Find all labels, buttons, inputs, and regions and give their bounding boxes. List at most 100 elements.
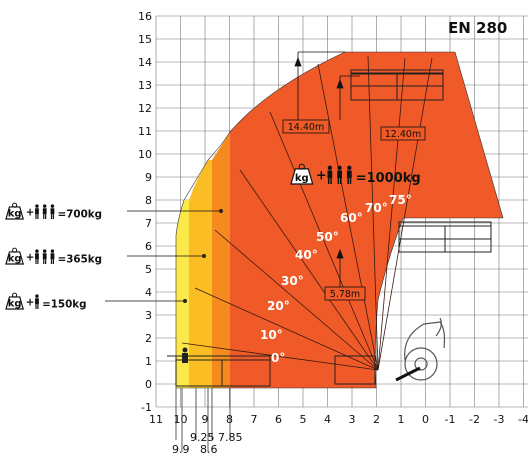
- weight-label: kg: [295, 173, 309, 184]
- y-tick-label: 11: [138, 125, 152, 138]
- weight-label: kg: [8, 298, 22, 309]
- person-icon: [42, 204, 47, 219]
- outreach-label: 8.6: [200, 443, 218, 456]
- dimension-label: 5.78m: [330, 289, 360, 300]
- dimension-box: [380, 126, 426, 141]
- weight-handle: [12, 202, 18, 208]
- x-tick-label: 8: [226, 413, 233, 426]
- load-capacity-label: =365kg: [58, 253, 102, 265]
- load-capacity-label: =150kg: [42, 298, 86, 310]
- load-item: kg + =365kg: [5, 247, 102, 265]
- y-tick-label: 5: [145, 263, 152, 276]
- load-capacity-label: =1000kg: [356, 171, 421, 186]
- x-tick-label: -1: [445, 413, 456, 426]
- angle-label: 60°: [340, 211, 363, 225]
- y-tick-label: 12: [138, 102, 152, 115]
- dimension-label: 12.40m: [385, 129, 421, 140]
- y-tick-label: 2: [145, 332, 152, 345]
- plus-sign: +: [316, 169, 327, 184]
- weight-handle: [12, 247, 18, 253]
- y-tick-label: 1: [145, 355, 152, 368]
- angle-labels: 0° 10° 20° 30° 40° 50°60°70°75°: [260, 193, 412, 365]
- x-tick-label: 5: [300, 413, 307, 426]
- dimension-label: 14.40m: [288, 122, 324, 133]
- zone-700kg: [212, 132, 230, 388]
- weight-icon: [5, 206, 24, 220]
- person-icon: [35, 294, 39, 309]
- x-tick-label: 10: [174, 413, 188, 426]
- x-tick-label: -4: [518, 413, 528, 426]
- weight-label: kg: [8, 208, 22, 219]
- person-icon: [50, 204, 55, 219]
- outreach-label: 9.9: [172, 443, 190, 456]
- person-figure: [167, 347, 188, 363]
- angle-label: 70°: [365, 201, 388, 215]
- x-tick-label: 0: [422, 413, 429, 426]
- zone-150kg: [176, 200, 189, 388]
- y-tick-label: 8: [145, 194, 152, 207]
- load-legend: kg + =1000kg kg + =700kg kg + =365kg kg + =150kg: [5, 163, 421, 310]
- load-leaders: [105, 210, 219, 302]
- angle-label: 10°: [260, 328, 283, 342]
- x-tick-label: 11: [149, 413, 163, 426]
- person-icon: [35, 249, 39, 264]
- envelope-outline: [175, 51, 504, 389]
- angle-label: 20°: [267, 299, 290, 313]
- basket-ground: [175, 355, 376, 387]
- angle-label: 40°: [295, 248, 318, 262]
- x-tick-label: -2: [469, 413, 480, 426]
- weight-icon: [5, 251, 24, 265]
- y-tick-label: 16: [138, 10, 152, 23]
- person-icon: [346, 165, 352, 184]
- y-tick-label: 7: [145, 217, 152, 230]
- basket-top: [350, 69, 444, 101]
- weight-icon: [5, 296, 24, 310]
- x-tick-label: 4: [324, 413, 331, 426]
- x-tick-label: 7: [251, 413, 258, 426]
- angle-label: 75°: [389, 193, 412, 207]
- weight-handle: [298, 163, 305, 170]
- weight-handle: [12, 292, 18, 298]
- angle-label: 0°: [271, 351, 285, 365]
- model-label: EN 280: [448, 19, 507, 37]
- y-tick-label: -1: [141, 401, 152, 414]
- load-item: kg + =1000kg: [290, 163, 421, 186]
- outreach-label: 7.85: [218, 431, 243, 444]
- y-tick-label: 15: [138, 33, 152, 46]
- x-tick-label: 6: [275, 413, 282, 426]
- dimension-markers: [294, 51, 360, 290]
- x-tick-label: 9: [202, 413, 209, 426]
- person-icon: [337, 165, 342, 184]
- weight-label: kg: [8, 253, 22, 264]
- person-icon: [327, 165, 333, 184]
- load-item: kg + =150kg: [5, 292, 87, 310]
- x-tick-label: 3: [349, 413, 356, 426]
- plus-sign: +: [26, 207, 35, 219]
- basket-mid: [398, 221, 492, 253]
- zone-1000kg: [230, 52, 503, 388]
- angle-label: 50°: [316, 230, 339, 244]
- plus-sign: +: [26, 297, 35, 309]
- x-tick-label: 1: [398, 413, 405, 426]
- y-tick-label: 9: [145, 171, 152, 184]
- zone-365kg: [189, 160, 212, 388]
- y-tick-label: 0: [145, 378, 152, 391]
- y-tick-label: 14: [138, 56, 152, 69]
- dimension-box: [282, 119, 330, 134]
- outreach-label: 9.25: [190, 431, 215, 444]
- machine-outline: [395, 317, 446, 382]
- person-icon: [50, 249, 55, 264]
- y-tick-label: 6: [145, 240, 152, 253]
- outreach-lines: [175, 388, 231, 452]
- load-capacity-label: =700kg: [58, 208, 102, 220]
- person-icon: [35, 204, 39, 219]
- dimension-box: [324, 286, 366, 301]
- y-tick-label: 3: [145, 309, 152, 322]
- dimension-labels: 14.40m 12.40m 5.78m: [282, 119, 426, 301]
- y-tick-label: 13: [138, 79, 152, 92]
- y-tick-label: 10: [138, 148, 152, 161]
- x-tick-label: 2: [373, 413, 380, 426]
- angle-label: 30°: [281, 274, 304, 288]
- load-item: kg + =700kg: [5, 202, 102, 220]
